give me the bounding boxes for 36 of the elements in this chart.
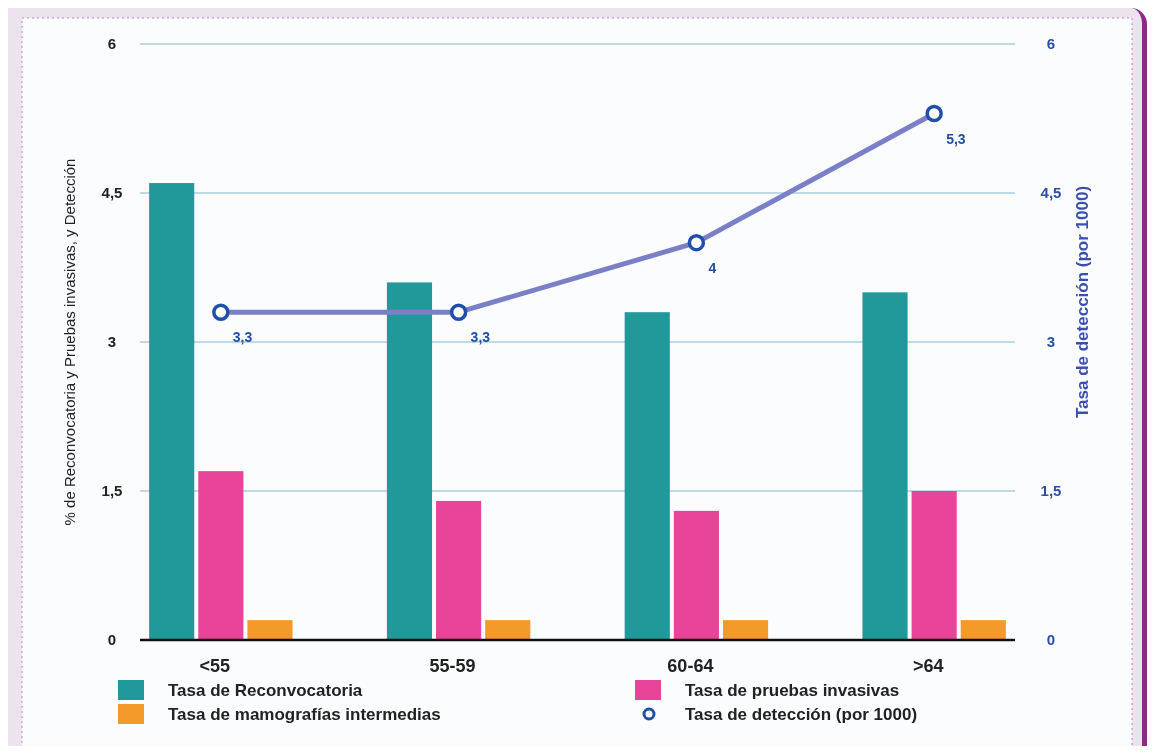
y-tick-label: 1,5	[101, 482, 123, 500]
x-tick-label: 55-59	[429, 656, 476, 676]
bar	[386, 282, 433, 640]
y-tick-label: 0	[107, 631, 117, 649]
y2-tick-label: 3	[1046, 333, 1056, 351]
y2-tick-label: 4,5	[1040, 184, 1062, 202]
x-tick-label: <55	[199, 656, 231, 676]
y-tick-label: 4,5	[101, 184, 123, 202]
y2-tick-label: 6	[1046, 35, 1056, 53]
y2-tick-label: 1,5	[1040, 482, 1062, 500]
legend-label: Tasa de mamografías intermedias	[168, 704, 441, 724]
y2-tick-label: 0	[1046, 631, 1056, 649]
y-axis-title: % de Reconvocatoria y Pruebas invasivas, y Detección	[61, 158, 78, 526]
bar	[149, 183, 195, 640]
data-label: 4	[708, 259, 717, 276]
bar	[198, 471, 244, 640]
bar	[862, 292, 908, 640]
legend-label: Tasa de detección (por 1000)	[685, 704, 918, 724]
bar	[624, 312, 670, 640]
y-tick-label: 3	[107, 333, 117, 351]
bar	[247, 620, 293, 640]
x-tick-label: >64	[912, 656, 944, 676]
bar	[911, 491, 957, 640]
bar	[436, 500, 482, 640]
y-tick-label: 6	[107, 35, 117, 53]
bar	[673, 510, 719, 640]
legend-label: Tasa de Reconvocatoria	[168, 680, 363, 700]
data-label: 3,3	[470, 329, 491, 346]
x-tick-label: 60-64	[667, 656, 714, 676]
y2-axis-title: Tasa de detección (por 1000)	[1073, 185, 1092, 419]
bar	[485, 620, 531, 640]
data-label: 5,3	[946, 130, 966, 147]
legend-label: Tasa de pruebas invasivas	[685, 680, 900, 700]
data-label: 3,3	[232, 329, 253, 346]
bar	[960, 620, 1006, 640]
bar	[722, 620, 769, 640]
